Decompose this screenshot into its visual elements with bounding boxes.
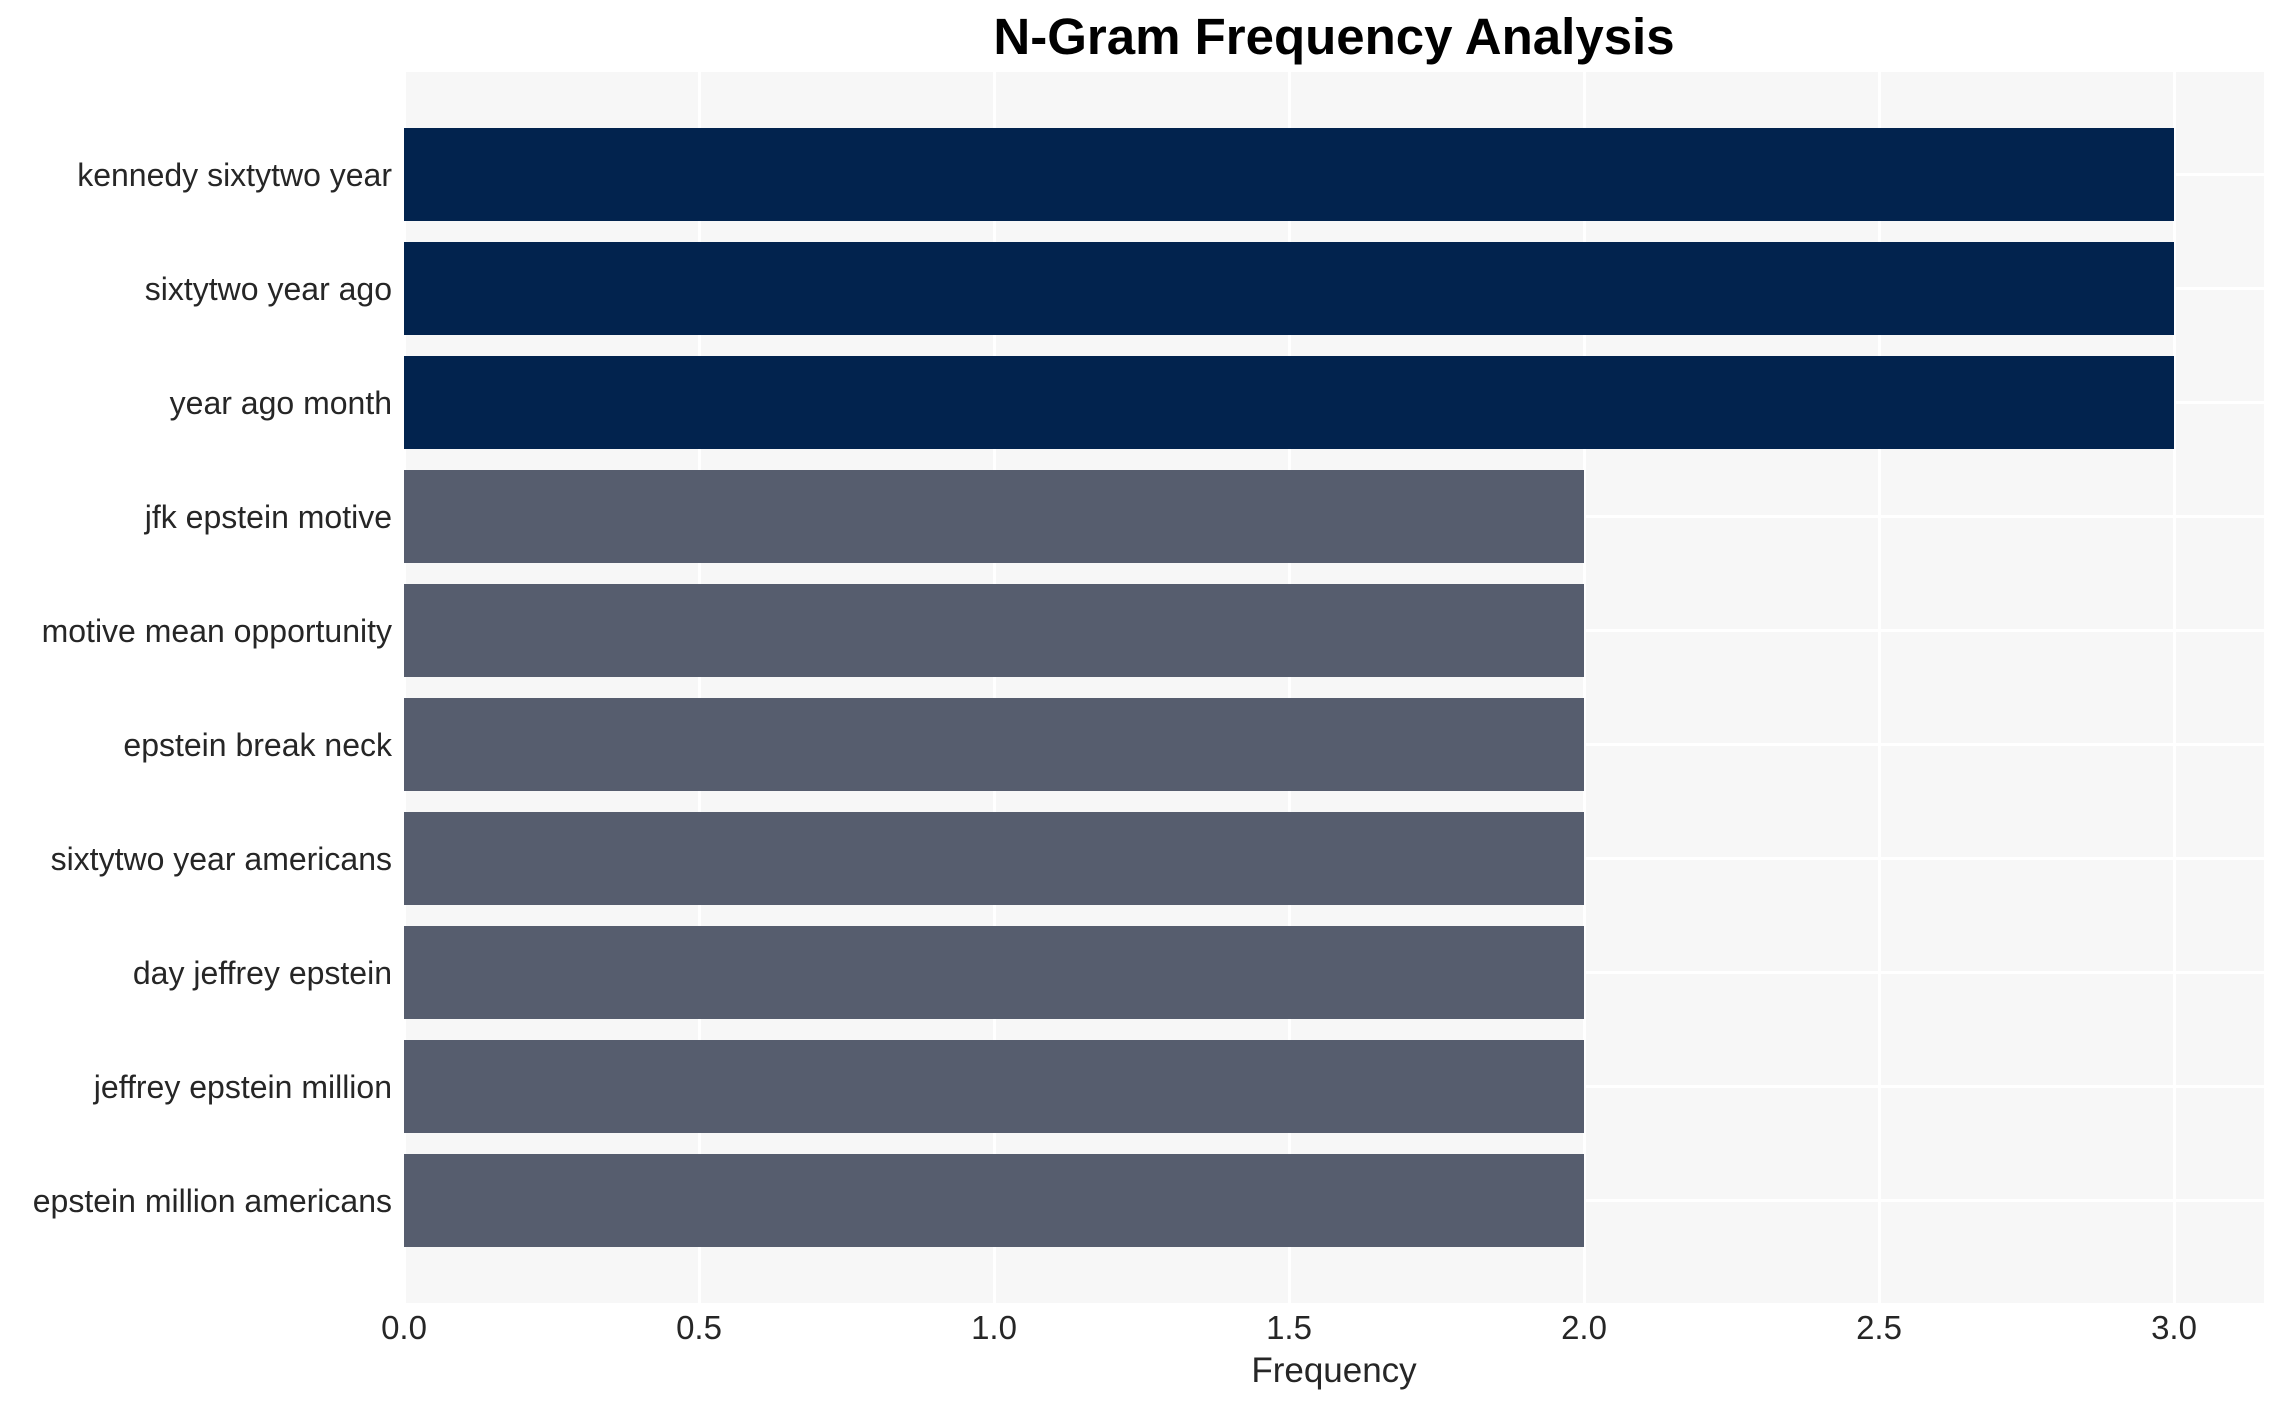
vertical-gridline	[992, 72, 996, 1303]
bar	[404, 698, 1584, 791]
y-axis-label: jeffrey epstein million	[93, 1068, 392, 1105]
bar	[404, 1154, 1584, 1247]
vertical-gridline	[697, 72, 701, 1303]
vertical-gridline	[402, 72, 406, 1303]
x-axis-tick-label: 3.0	[2151, 1309, 2197, 1346]
x-axis-tick-label: 0.0	[381, 1309, 427, 1346]
bar	[404, 812, 1584, 905]
bar	[404, 356, 2174, 449]
x-axis-tick-label: 1.0	[971, 1309, 1017, 1346]
vertical-gridline	[1877, 72, 1881, 1303]
y-axis-label: kennedy sixtytwo year	[77, 156, 392, 193]
y-axis-label: epstein million americans	[32, 1182, 392, 1219]
bar	[404, 1040, 1584, 1133]
y-axis-label: jfk epstein motive	[144, 498, 392, 535]
bar	[404, 242, 2174, 335]
y-axis-label: year ago month	[169, 384, 392, 421]
bar	[404, 470, 1584, 563]
y-axis-label: motive mean opportunity	[41, 612, 392, 649]
vertical-gridline	[2172, 72, 2176, 1303]
chart-title: N-Gram Frequency Analysis	[993, 8, 1675, 65]
y-axis-label: epstein break neck	[123, 726, 392, 763]
x-axis-title: Frequency	[1251, 1351, 1417, 1390]
x-axis-tick-label: 1.5	[1266, 1309, 1312, 1346]
x-axis-tick-label: 2.0	[1561, 1309, 1607, 1346]
vertical-gridline	[1287, 72, 1291, 1303]
x-axis-tick-label: 2.5	[1856, 1309, 1902, 1346]
vertical-gridline	[1582, 72, 1586, 1303]
plot-area	[402, 72, 2264, 1303]
bar	[404, 128, 2174, 221]
x-axis-tick-label: 0.5	[676, 1309, 722, 1346]
bar	[404, 584, 1584, 677]
y-axis-label: sixtytwo year americans	[50, 840, 392, 877]
bar	[404, 926, 1584, 1019]
y-axis-label: sixtytwo year ago	[144, 270, 392, 307]
y-axis-label: day jeffrey epstein	[132, 954, 392, 991]
